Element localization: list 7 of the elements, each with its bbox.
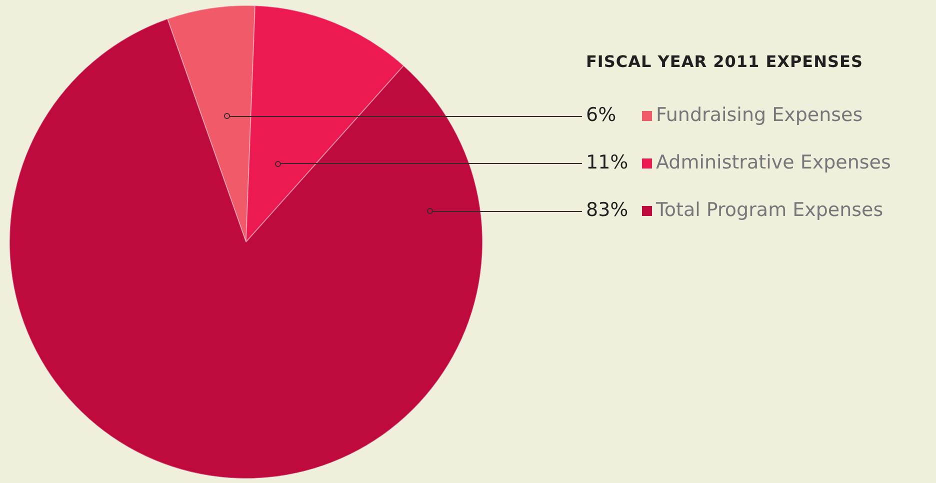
data-label: 11% — [586, 151, 628, 174]
legend-label: Fundraising Expenses — [656, 104, 863, 126]
data-label: 83% — [586, 198, 628, 221]
data-label: 6% — [586, 104, 616, 126]
legend-label: Total Program Expenses — [655, 198, 884, 221]
legend-label: Administrative Expenses — [656, 151, 891, 174]
text: FISCAL YEAR 2011 EXPENSES — [586, 52, 863, 72]
